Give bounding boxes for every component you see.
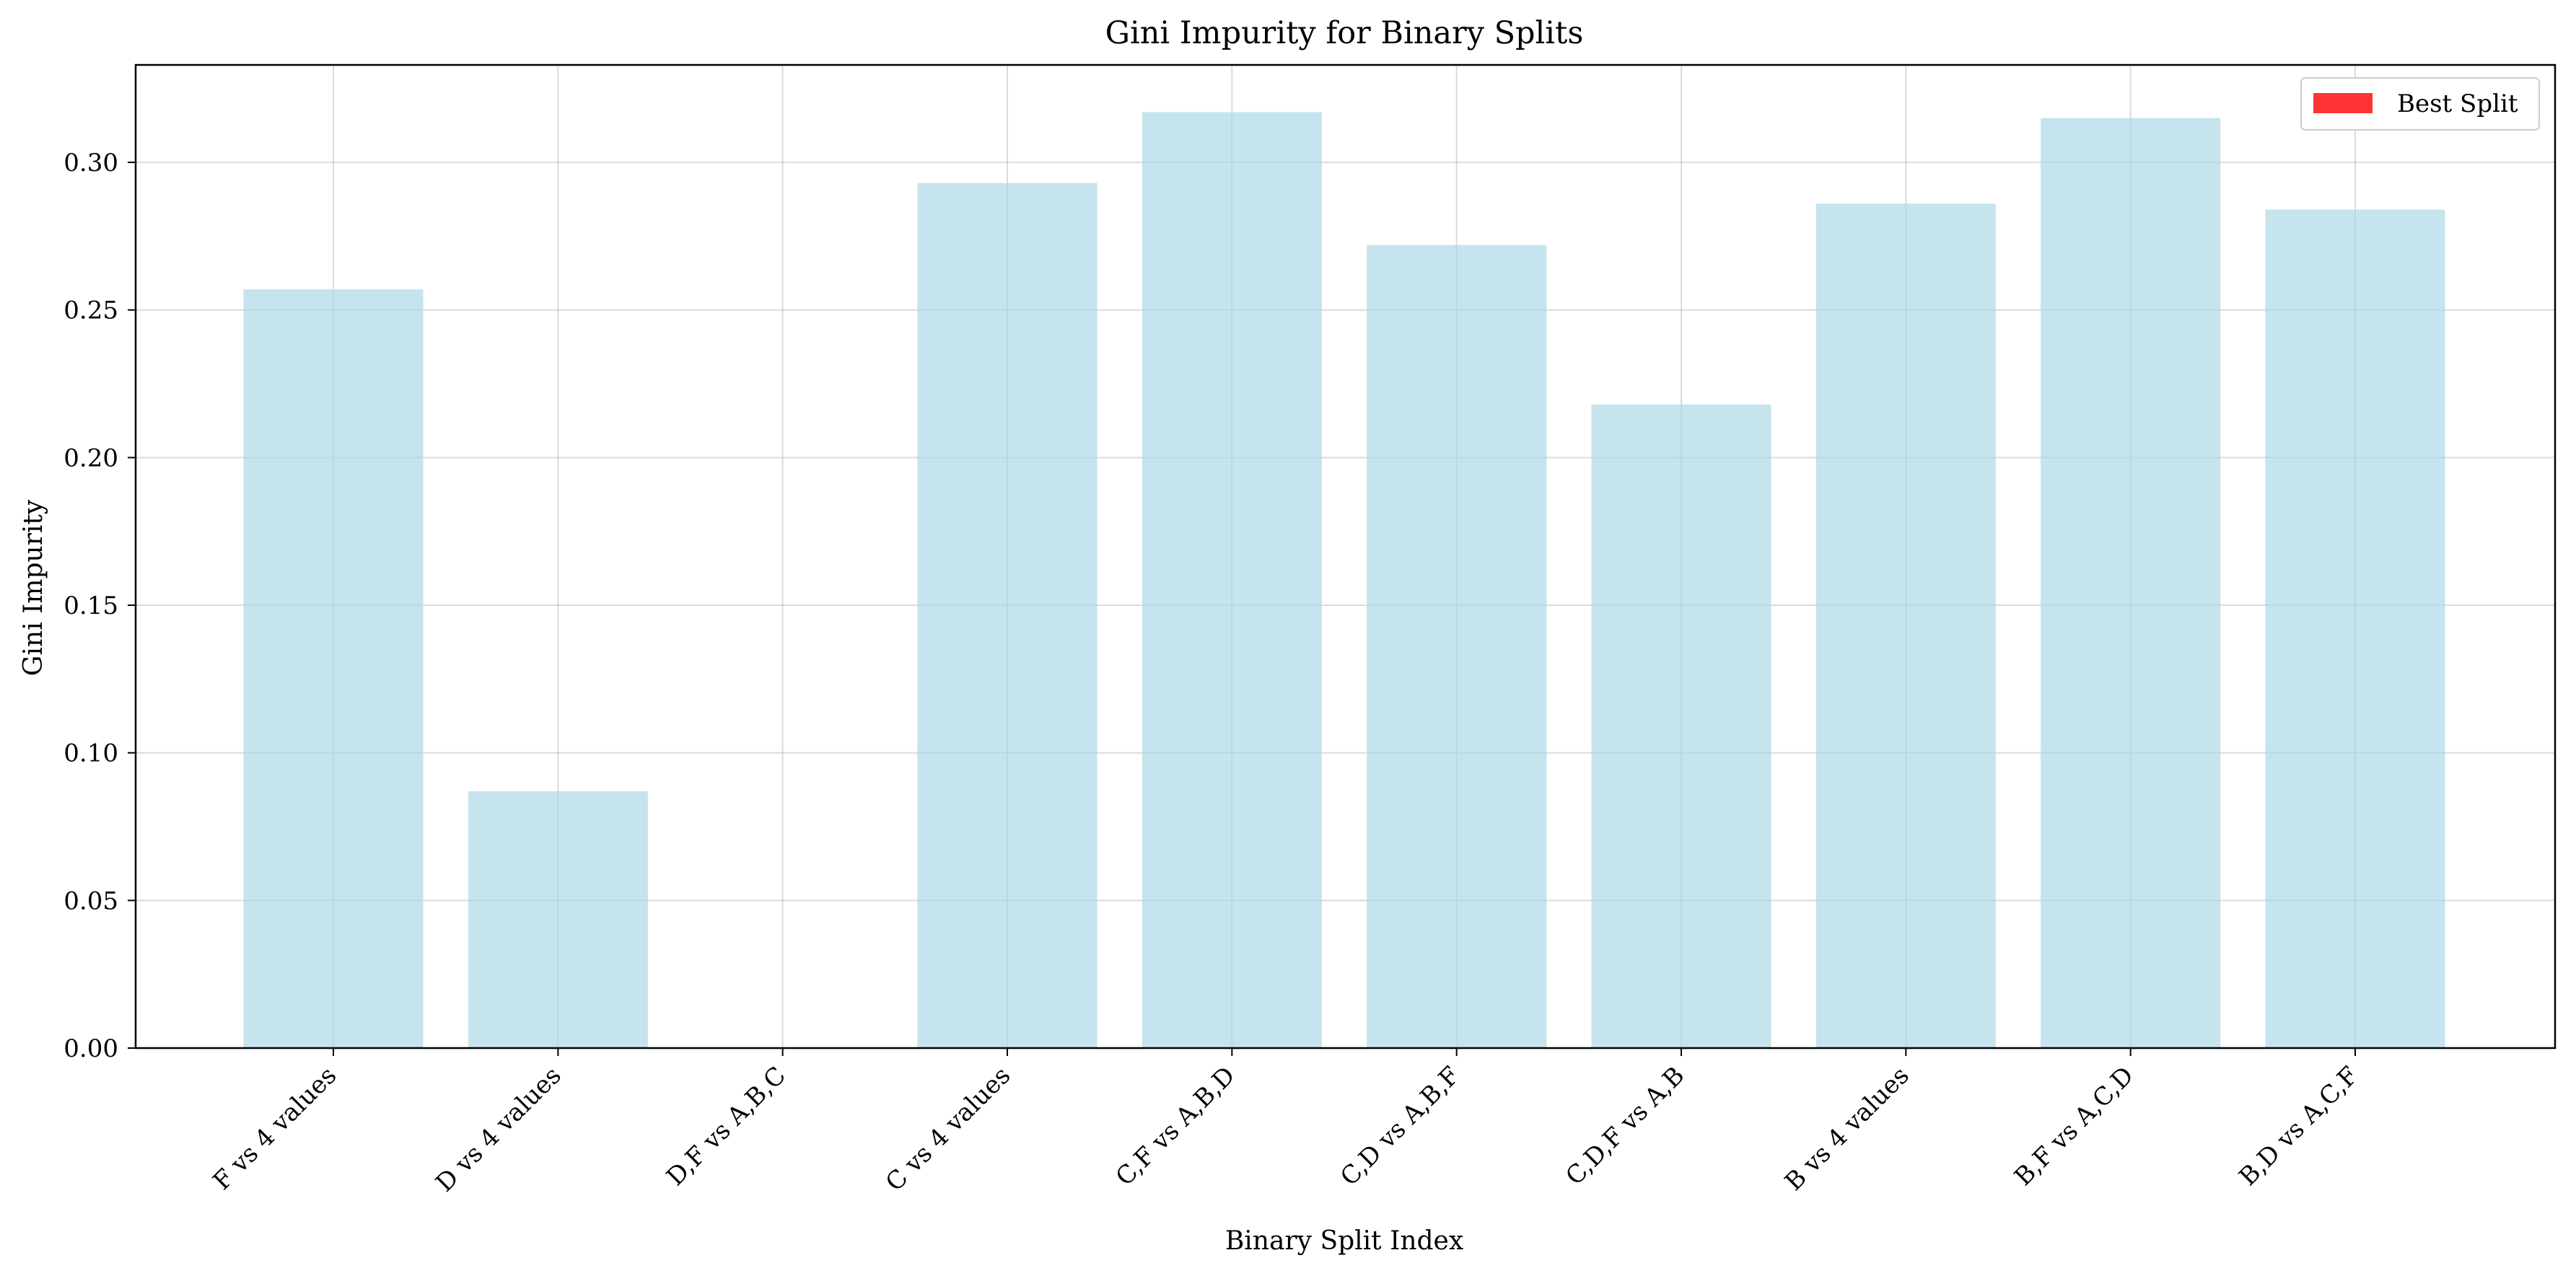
legend-box [2300,77,2540,131]
legend: Best Split [2300,77,2540,131]
bar-7 [1591,404,1771,1048]
bar-1 [243,289,424,1048]
bar-10 [2265,209,2445,1049]
y-tick-label: 0.05 [63,886,118,915]
y-axis-label: Gini Impurity [19,499,48,676]
y-tick-label: 0.20 [63,444,118,472]
axes [128,63,2557,1056]
legend-label-best-split: Best Split [2397,89,2518,118]
bar-5 [1142,112,1322,1048]
bar-2 [468,791,648,1048]
bar-6 [1367,245,1547,1048]
y-tick-label: 0.15 [63,591,118,620]
plot-frame [134,63,2557,1050]
chart-title: Gini Impurity for Binary Splits [1105,15,1584,51]
bar-9 [2041,118,2221,1049]
bar-series [243,112,2445,1049]
bar-4 [917,182,1098,1048]
y-tick-label: 0.10 [63,739,118,768]
legend-swatch-best-split [2313,93,2373,113]
y-tick-label: 0.00 [63,1034,118,1063]
y-tick-labels: 0.00 0.05 0.10 0.15 0.20 0.25 0.30 [63,149,118,1063]
x-axis-label: Binary Split Index [1225,1226,1463,1256]
bar-8 [1815,203,1996,1048]
y-tick-label: 0.25 [63,296,118,325]
y-tick-label: 0.30 [63,149,118,177]
